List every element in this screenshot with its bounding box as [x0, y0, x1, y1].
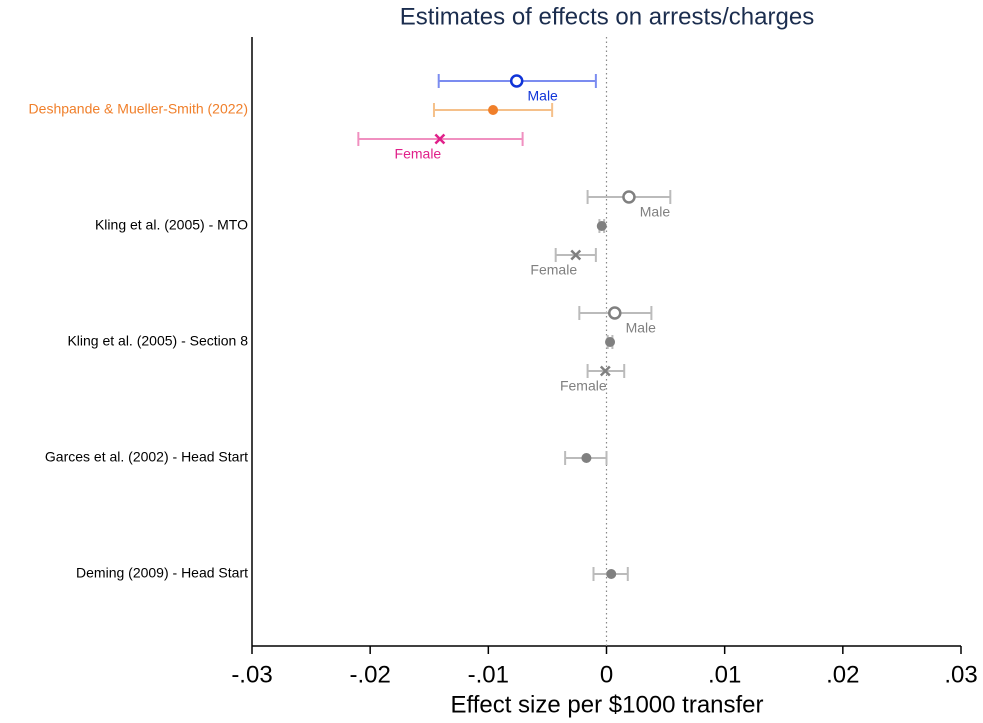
x-tick-label: -.03 — [231, 661, 272, 688]
x-tick-label: .01 — [708, 661, 741, 688]
category-label: Deshpande & Mueller-Smith (2022) — [29, 101, 248, 117]
marker — [622, 190, 636, 204]
category-label: Deming (2009) - Head Start — [76, 565, 248, 581]
x-tick-label: 0 — [600, 661, 613, 688]
estimate-tag: Female — [560, 378, 607, 394]
x-tick-label: -.01 — [468, 661, 509, 688]
estimate-tag: Male — [640, 204, 671, 220]
estimate-tag: Female — [530, 262, 577, 278]
marker — [434, 133, 446, 145]
chart-title: Estimates of effects on arrests/charges — [400, 3, 814, 30]
marker — [608, 306, 622, 320]
x-axis-label: Effect size per $1000 transfer — [450, 691, 763, 718]
marker — [570, 249, 582, 261]
x-tick-label: .02 — [826, 661, 859, 688]
marker — [488, 105, 499, 115]
estimate-tag: Female — [395, 146, 442, 162]
marker — [596, 221, 607, 231]
estimate-tag: Male — [528, 88, 559, 104]
marker — [581, 453, 592, 463]
marker — [509, 74, 524, 88]
category-label: Kling et al. (2005) - MTO — [95, 217, 248, 233]
marker — [606, 569, 617, 579]
marker — [605, 337, 616, 347]
category-label: Garces et al. (2002) - Head Start — [45, 449, 248, 465]
x-tick-label: .03 — [944, 661, 977, 688]
estimate-tag: Male — [626, 320, 657, 336]
category-label: Kling et al. (2005) - Section 8 — [67, 333, 248, 349]
marker — [599, 365, 611, 377]
x-tick-label: -.02 — [349, 661, 390, 688]
